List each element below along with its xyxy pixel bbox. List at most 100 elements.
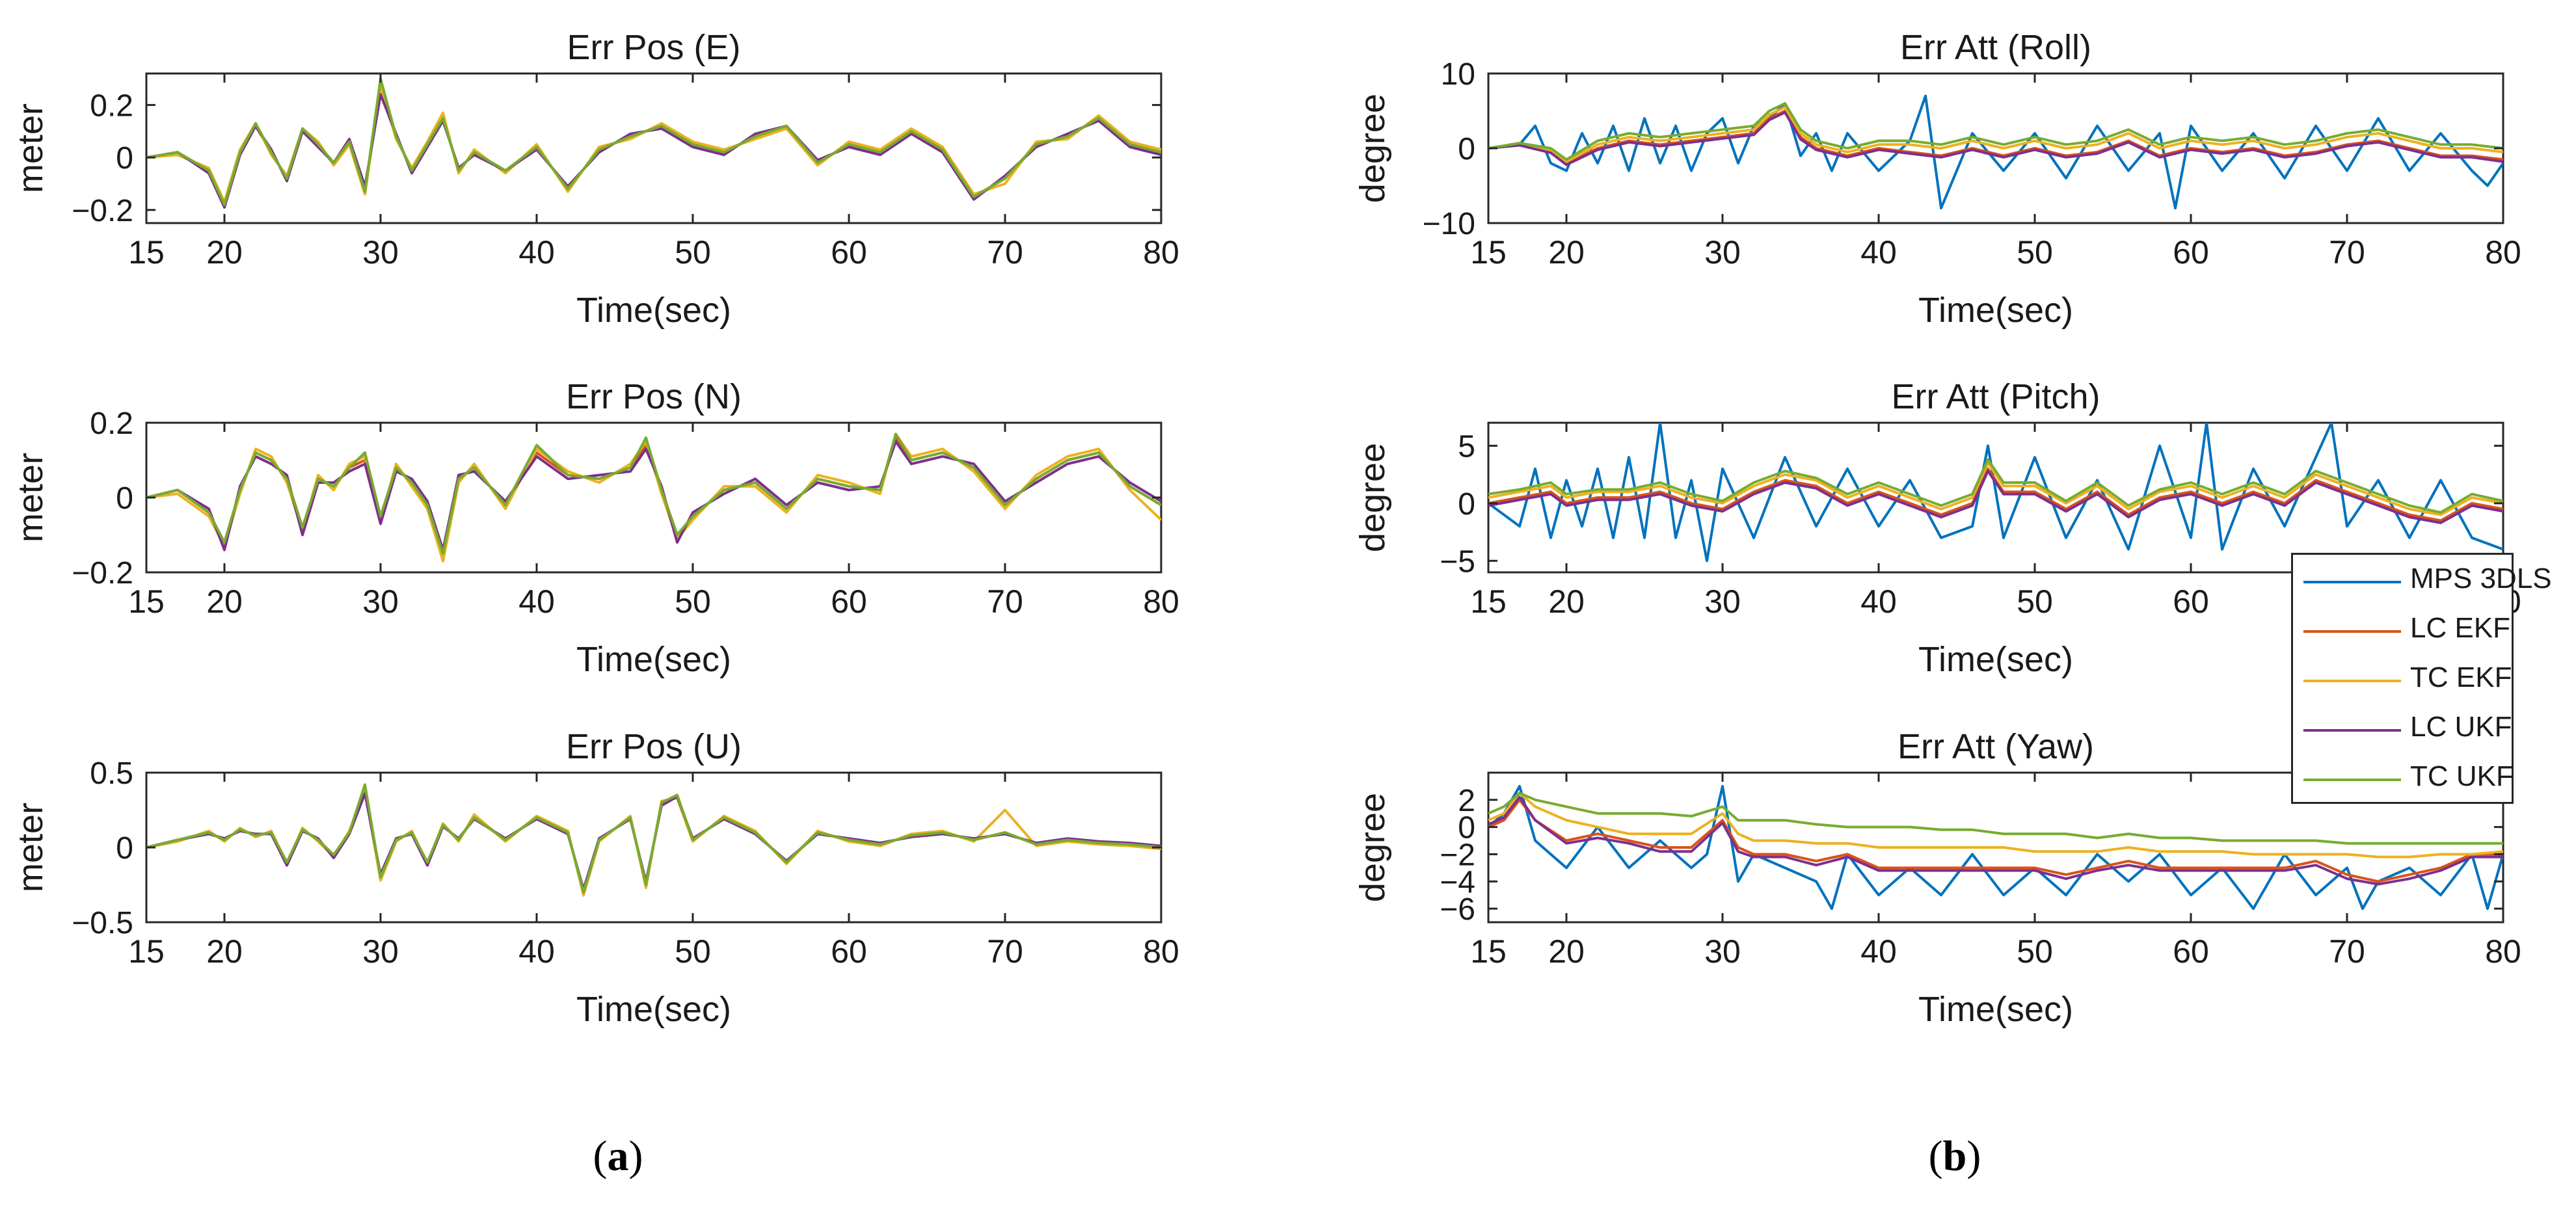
series-line-att_roll-lc-ukf [1488, 111, 2503, 166]
y-axis-label: degree [1353, 94, 1392, 203]
y-tick-label: −5 [1440, 544, 1475, 579]
y-tick-label: −6 [1440, 892, 1475, 927]
series-line-att_pitch-tc-ekf [1488, 461, 2503, 516]
series-line-att_roll-tc-ekf [1488, 105, 2503, 163]
x-axis-label: Time(sec) [576, 640, 731, 679]
series-line-att_yaw-lc-ukf [1488, 795, 2503, 886]
series-line-pos_n-tc-ukf [146, 432, 1161, 555]
x-tick-label: 40 [518, 234, 555, 271]
chart-title: Err Pos (U) [566, 727, 742, 766]
x-tick-label: 60 [831, 583, 867, 620]
series-line-att_pitch-mps-3dls [1488, 423, 2503, 563]
chart-pos_n: 15 20 30 40 50 60 70 80 −0.2 0 0.2 Err Pos (N) Time(… [11, 377, 1179, 679]
series-line-att_pitch-tc-ukf [1488, 458, 2503, 514]
x-tick-label: 50 [675, 234, 711, 271]
y-tick-label: 0.2 [90, 406, 133, 441]
x-tick-label: 70 [987, 234, 1023, 271]
series-line-att_yaw-tc-ekf [1488, 792, 2503, 858]
series-line-att_roll-mps-3dls [1488, 94, 2503, 209]
x-tick-label: 15 [1470, 234, 1507, 271]
y-tick-label: 0 [116, 141, 133, 176]
x-tick-label: 15 [128, 583, 165, 620]
x-tick-label: 50 [2017, 933, 2053, 970]
x-tick-label: 70 [987, 583, 1023, 620]
y-tick-label: 10 [1441, 57, 1475, 92]
chart-pos_u: 15 20 30 40 50 60 70 80 −0.5 0 0.5 Err Pos (U) Time(… [11, 727, 1179, 1029]
axes-box-pos_n [145, 421, 1162, 574]
x-tick-label: 15 [1470, 933, 1507, 970]
x-tick-label: 40 [518, 583, 555, 620]
y-tick-label: −0.2 [72, 556, 133, 591]
x-tick-label: 70 [2329, 933, 2365, 970]
legend-item-tc-ukf: TC UKF [2293, 755, 2516, 805]
chart-att_roll: 15 20 30 40 50 60 70 80 −10 0 10 Err Att (Roll) Time… [1353, 28, 2521, 330]
legend-label: LC EKF [2410, 612, 2511, 644]
series-group-pos_u [146, 783, 1161, 897]
series-line-att_yaw-mps-3dls [1488, 784, 2503, 911]
x-axis-label: Time(sec) [1918, 291, 2073, 330]
x-tick-label: 50 [675, 933, 711, 970]
x-tick-label: 60 [831, 933, 867, 970]
chart-title: Err Pos (E) [567, 28, 740, 67]
x-tick-label: 20 [1548, 933, 1585, 970]
x-tick-label: 40 [1860, 234, 1897, 271]
axes-box-pos_e [145, 72, 1162, 224]
axes-box-pos_u [145, 771, 1162, 924]
legend-label: MPS 3DLS [2410, 563, 2552, 594]
y-tick-label: 0.5 [90, 756, 133, 791]
x-tick-label: 40 [1860, 933, 1897, 970]
x-tick-label: 20 [1548, 234, 1585, 271]
x-tick-label: 80 [2485, 933, 2521, 970]
y-tick-label: 0.2 [90, 88, 133, 123]
series-group-att_roll [1488, 94, 2503, 209]
x-tick-label: 40 [518, 933, 555, 970]
x-tick-label: 60 [831, 234, 867, 271]
x-tick-label: 15 [1470, 583, 1507, 620]
y-tick-label: 0 [1458, 487, 1475, 522]
x-tick-label: 20 [206, 933, 243, 970]
x-tick-label: 15 [128, 933, 165, 970]
y-axis-label: meter [11, 453, 50, 542]
y-tick-label: 0 [1458, 132, 1475, 166]
panel-label-a: (a) [593, 1132, 643, 1180]
x-axis-label: Time(sec) [576, 990, 731, 1029]
x-tick-label: 60 [2173, 583, 2209, 620]
legend-item-tc-ekf: TC EKF [2293, 656, 2516, 706]
x-axis-label: Time(sec) [576, 291, 731, 330]
y-axis-label: degree [1353, 443, 1392, 552]
x-tick-label: 30 [1704, 583, 1741, 620]
legend-item-lc-ekf: LC EKF [2293, 607, 2516, 657]
x-tick-label: 70 [2329, 234, 2365, 271]
chart-title: Err Pos (N) [566, 377, 742, 416]
y-axis-label: degree [1353, 793, 1392, 902]
x-axis-label: Time(sec) [1918, 990, 2073, 1029]
x-tick-label: 30 [362, 933, 399, 970]
y-tick-label: 2 [1458, 784, 1475, 818]
series-group-att_pitch [1488, 423, 2503, 563]
x-tick-label: 50 [2017, 234, 2053, 271]
series-line-att_pitch-lc-ekf [1488, 467, 2503, 522]
x-tick-label: 80 [1143, 583, 1179, 620]
x-tick-label: 50 [675, 583, 711, 620]
x-axis-label: Time(sec) [1918, 640, 2073, 679]
y-tick-label: 0 [1458, 811, 1475, 845]
x-tick-label: 20 [206, 583, 243, 620]
series-line-pos_u-tc-ukf [146, 783, 1161, 894]
series-line-att_pitch-lc-ukf [1488, 470, 2503, 524]
series-line-pos_e-tc-ukf [146, 77, 1161, 206]
y-tick-label: 5 [1458, 429, 1475, 464]
y-tick-label: −2 [1440, 838, 1475, 872]
axes-box-att_roll [1487, 72, 2504, 224]
chart-title: Err Att (Roll) [1900, 28, 2091, 67]
legend-swatch [2303, 778, 2401, 781]
series-line-att_yaw-tc-ukf [1488, 792, 2503, 845]
legend: MPS 3DLS LC EKF TC EKF LC UKF TC UKF [2291, 553, 2552, 805]
legend-item-lc-ukf: LC UKF [2293, 706, 2516, 756]
x-tick-label: 30 [362, 583, 399, 620]
series-group-att_yaw [1488, 784, 2503, 911]
x-tick-label: 80 [1143, 933, 1179, 970]
panel-label-b: (b) [1928, 1132, 1981, 1180]
chart-title: Err Att (Pitch) [1891, 377, 2100, 416]
